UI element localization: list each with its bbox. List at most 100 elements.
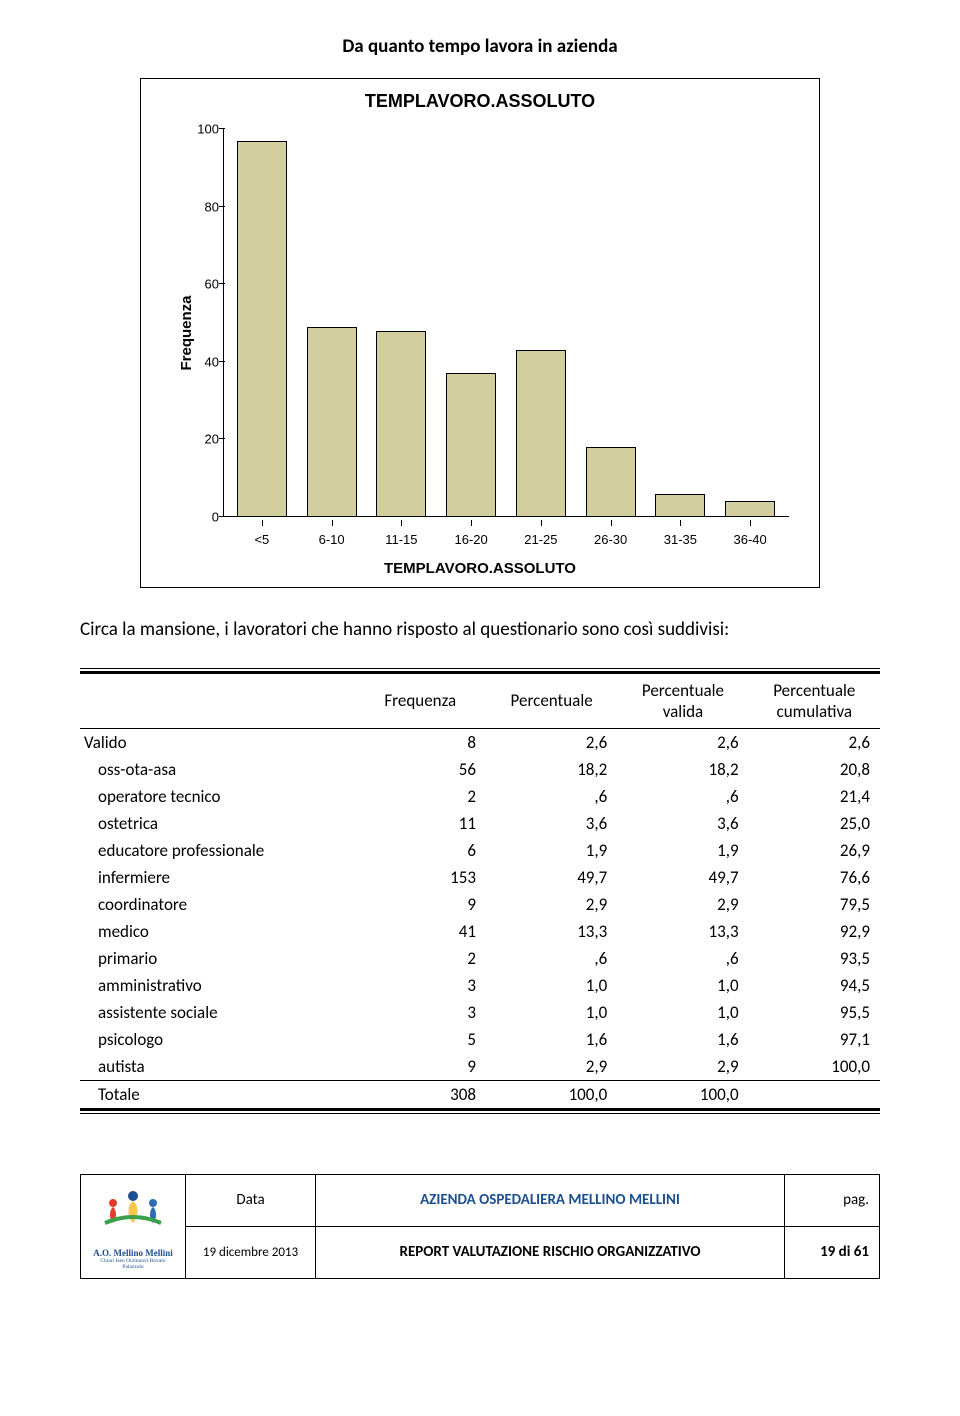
chart-xlabel: TEMPLAVORO.ASSOLUTO bbox=[141, 560, 819, 577]
cell-freq: 5 bbox=[355, 1026, 486, 1053]
table-row: medico4113,313,392,9 bbox=[80, 918, 880, 945]
ytick-label: 80 bbox=[181, 199, 219, 214]
cell-pctc: 93,5 bbox=[749, 945, 880, 972]
cell-pctc: 95,5 bbox=[749, 999, 880, 1026]
cell-pct: 1,0 bbox=[486, 999, 617, 1026]
cell-pct: 49,7 bbox=[486, 864, 617, 891]
cell-pctv: 2,9 bbox=[617, 891, 748, 918]
table-row: psicologo51,61,697,1 bbox=[80, 1026, 880, 1053]
logo-text: A.O. Mellino Mellini bbox=[91, 1248, 175, 1258]
cell-pctc: 92,9 bbox=[749, 918, 880, 945]
total-label: Totale bbox=[80, 1080, 355, 1109]
xtick-label: 36-40 bbox=[725, 532, 775, 547]
footer-data-label: Data bbox=[186, 1174, 316, 1226]
ytick-label: 100 bbox=[181, 122, 219, 137]
bar bbox=[237, 141, 287, 517]
cell-pctc: 97,1 bbox=[749, 1026, 880, 1053]
table-row: infermiere15349,749,776,6 bbox=[80, 864, 880, 891]
bar bbox=[376, 331, 426, 517]
xtick-label: <5 bbox=[237, 532, 287, 547]
ytick-label: 40 bbox=[181, 354, 219, 369]
cell-pctc: 2,6 bbox=[749, 728, 880, 756]
table-row: ostetrica113,63,625,0 bbox=[80, 810, 880, 837]
cell-pct: 1,6 bbox=[486, 1026, 617, 1053]
cell-pct: 18,2 bbox=[486, 756, 617, 783]
chart-title: TEMPLAVORO.ASSOLUTO bbox=[141, 91, 819, 112]
cell-pctc: 76,6 bbox=[749, 864, 880, 891]
total-freq: 308 bbox=[355, 1080, 486, 1109]
row-label: psicologo bbox=[80, 1026, 355, 1053]
col-percentuale: Percentuale bbox=[486, 673, 617, 729]
row-label: operatore tecnico bbox=[80, 783, 355, 810]
cell-pctc: 25,0 bbox=[749, 810, 880, 837]
bar bbox=[516, 350, 566, 517]
xtick-label: 21-25 bbox=[516, 532, 566, 547]
xtick-label: 6-10 bbox=[307, 532, 357, 547]
cell-pct: 2,9 bbox=[486, 891, 617, 918]
footer-date: 19 dicembre 2013 bbox=[186, 1226, 316, 1278]
row-label: Valido bbox=[80, 728, 355, 756]
cell-pctv: 3,6 bbox=[617, 810, 748, 837]
cell-freq: 2 bbox=[355, 783, 486, 810]
ytick-label: 0 bbox=[181, 510, 219, 525]
cell-freq: 153 bbox=[355, 864, 486, 891]
cell-pct: 2,6 bbox=[486, 728, 617, 756]
col-percentuale-valida: Percentuale valida bbox=[617, 673, 748, 729]
cell-pct: 13,3 bbox=[486, 918, 617, 945]
cell-freq: 3 bbox=[355, 999, 486, 1026]
table-row: oss-ota-asa5618,218,220,8 bbox=[80, 756, 880, 783]
cell-pctv: ,6 bbox=[617, 783, 748, 810]
table-total-row: Totale308100,0100,0 bbox=[80, 1080, 880, 1109]
cell-pctc: 94,5 bbox=[749, 972, 880, 999]
xtick-label: 16-20 bbox=[446, 532, 496, 547]
cell-pctv: 18,2 bbox=[617, 756, 748, 783]
row-label: amministrativo bbox=[80, 972, 355, 999]
row-label: infermiere bbox=[80, 864, 355, 891]
cell-pctv: 1,6 bbox=[617, 1026, 748, 1053]
table-row: assistente sociale31,01,095,5 bbox=[80, 999, 880, 1026]
total-pct: 100,0 bbox=[486, 1080, 617, 1109]
bar bbox=[725, 501, 775, 517]
cell-pct: 3,6 bbox=[486, 810, 617, 837]
logo-cell: A.O. Mellino Mellini Chiari Iseo Orzinuo… bbox=[81, 1174, 186, 1278]
total-pctv: 100,0 bbox=[617, 1080, 748, 1109]
table-row: operatore tecnico2,6,621,4 bbox=[80, 783, 880, 810]
cell-pct: 2,9 bbox=[486, 1053, 617, 1081]
cell-pctv: 1,0 bbox=[617, 999, 748, 1026]
cell-pctv: ,6 bbox=[617, 945, 748, 972]
cell-pctv: 2,9 bbox=[617, 1053, 748, 1081]
footer-page-info: 19 di 61 bbox=[785, 1226, 880, 1278]
cell-pctc: 21,4 bbox=[749, 783, 880, 810]
cell-pctv: 1,9 bbox=[617, 837, 748, 864]
cell-freq: 8 bbox=[355, 728, 486, 756]
cell-pct: 1,0 bbox=[486, 972, 617, 999]
xtick-label: 11-15 bbox=[376, 532, 426, 547]
cell-pctv: 1,0 bbox=[617, 972, 748, 999]
col-frequenza: Frequenza bbox=[355, 673, 486, 729]
plot-area: 020406080100 <56-1011-1516-2021-2526-303… bbox=[223, 129, 789, 517]
row-label: educatore professionale bbox=[80, 837, 355, 864]
cell-freq: 6 bbox=[355, 837, 486, 864]
bar-chart: TEMPLAVORO.ASSOLUTO Frequenza TEMPLAVORO… bbox=[140, 78, 820, 588]
cell-pct: ,6 bbox=[486, 783, 617, 810]
bar bbox=[307, 327, 357, 517]
cell-freq: 41 bbox=[355, 918, 486, 945]
cell-pctv: 13,3 bbox=[617, 918, 748, 945]
cell-pctc: 20,8 bbox=[749, 756, 880, 783]
row-label: primario bbox=[80, 945, 355, 972]
intro-text: Circa la mansione, i lavoratori che hann… bbox=[80, 618, 880, 643]
cell-pct: 1,9 bbox=[486, 837, 617, 864]
table-row: educatore professionale61,91,926,9 bbox=[80, 837, 880, 864]
cell-freq: 11 bbox=[355, 810, 486, 837]
cell-pct: ,6 bbox=[486, 945, 617, 972]
row-label: oss-ota-asa bbox=[80, 756, 355, 783]
cell-pctc: 26,9 bbox=[749, 837, 880, 864]
table-row: primario2,6,693,5 bbox=[80, 945, 880, 972]
logo-subtext: Chiari Iseo Orzinuovi Rovato Palazzolo bbox=[91, 1258, 175, 1270]
org-logo-icon bbox=[93, 1183, 173, 1246]
bar bbox=[655, 494, 705, 517]
cell-freq: 56 bbox=[355, 756, 486, 783]
section-title: Da quanto tempo lavora in azienda bbox=[80, 35, 880, 58]
bar bbox=[446, 373, 496, 517]
row-label: coordinatore bbox=[80, 891, 355, 918]
